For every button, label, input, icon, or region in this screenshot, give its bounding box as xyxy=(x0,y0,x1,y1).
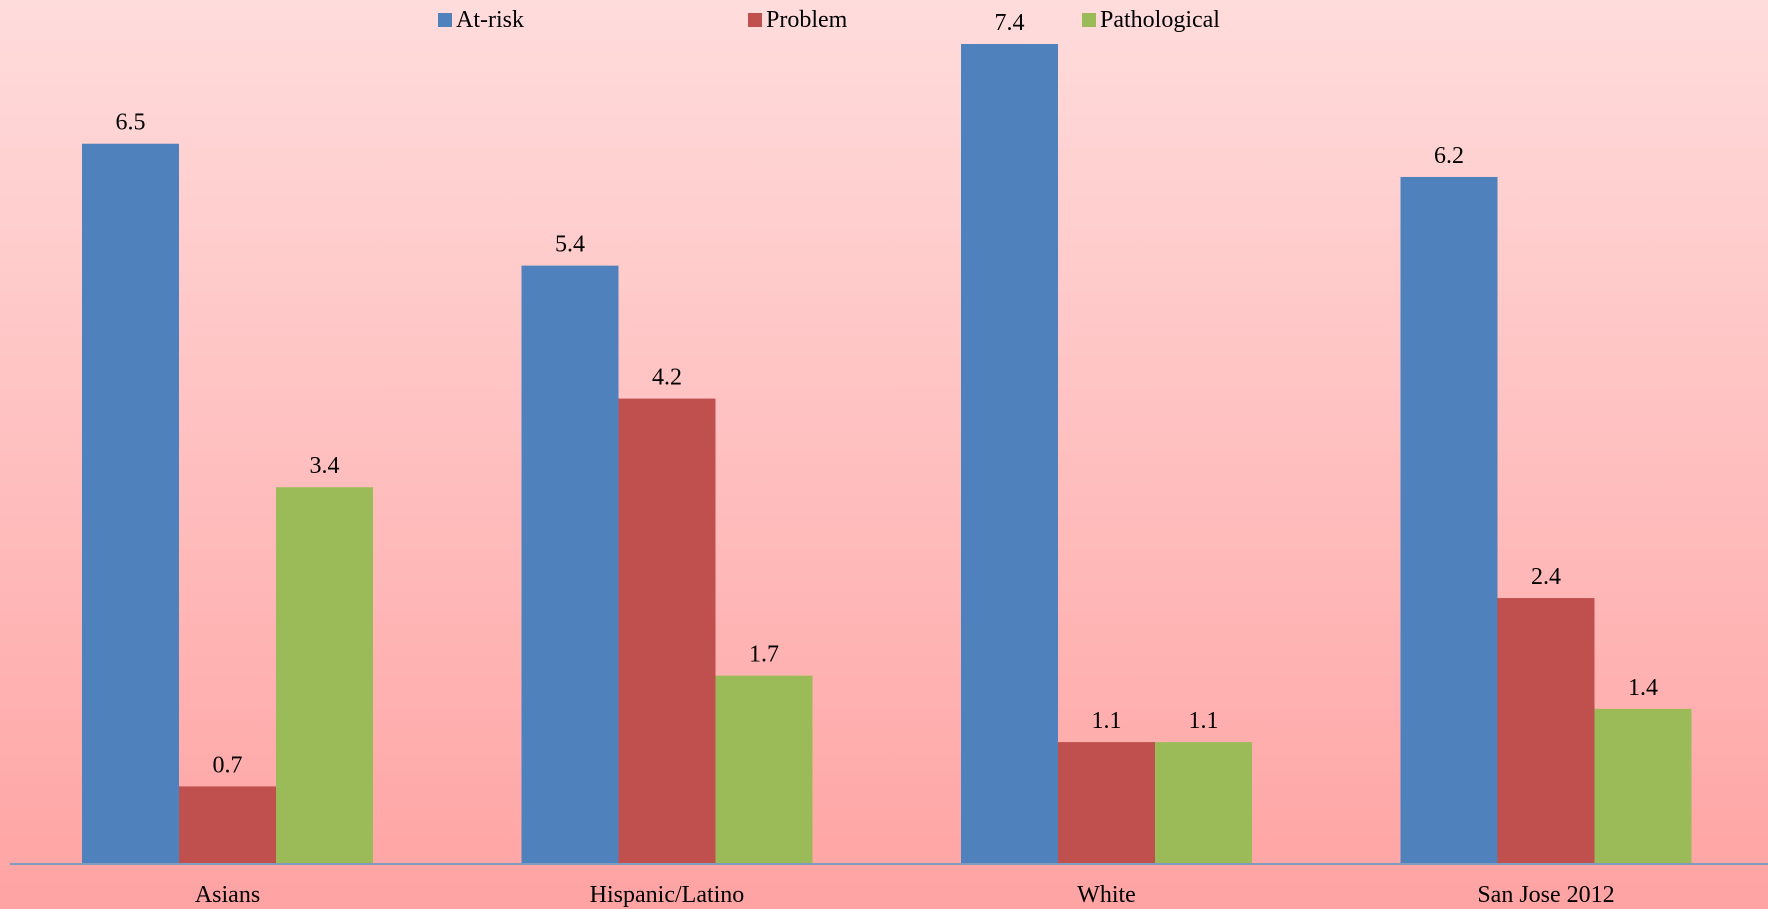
data-label-hispanic-latino-problem: 4.2 xyxy=(652,365,682,391)
legend-swatch-at-risk xyxy=(438,13,452,27)
bar-asians-pathological xyxy=(276,487,373,864)
bar-san-jose-2012-problem xyxy=(1497,598,1595,864)
bar-white-problem xyxy=(1058,742,1155,864)
legend: At-risk Problem Pathological xyxy=(0,4,1768,36)
bar-white-pathological xyxy=(1155,742,1252,864)
data-label-white-at-risk: 7.4 xyxy=(995,10,1025,36)
data-label-asians-problem: 0.7 xyxy=(213,752,243,778)
legend-item-pathological: Pathological xyxy=(1082,4,1220,36)
legend-swatch-pathological xyxy=(1082,13,1096,27)
legend-item-at-risk: At-risk xyxy=(438,4,524,36)
x-tick-label-asians: Asians xyxy=(195,882,260,908)
bar-asians-at-risk xyxy=(82,143,179,864)
legend-swatch-problem xyxy=(748,13,762,27)
data-label-san-jose-2012-pathological: 1.4 xyxy=(1628,675,1658,701)
bar-san-jose-2012-pathological xyxy=(1594,708,1692,864)
legend-label-problem: Problem xyxy=(766,7,848,33)
legend-label-at-risk: At-risk xyxy=(456,7,524,33)
bar-hispanic-latino-at-risk xyxy=(521,265,619,865)
bar-white-at-risk xyxy=(961,44,1058,864)
data-label-white-problem: 1.1 xyxy=(1092,708,1122,734)
data-label-san-jose-2012-at-risk: 6.2 xyxy=(1434,143,1464,169)
legend-label-pathological: Pathological xyxy=(1100,7,1220,33)
x-tick-label-san-jose-2012: San Jose 2012 xyxy=(1477,882,1614,908)
x-tick-label-white: White xyxy=(1077,882,1136,908)
data-label-hispanic-latino-pathological: 1.7 xyxy=(749,642,779,668)
bar-hispanic-latino-problem xyxy=(618,398,716,864)
bar-asians-problem xyxy=(179,786,276,864)
bar-san-jose-2012-at-risk xyxy=(1400,176,1498,865)
data-label-san-jose-2012-problem: 2.4 xyxy=(1531,564,1561,590)
legend-item-problem: Problem xyxy=(748,4,847,36)
data-label-white-pathological: 1.1 xyxy=(1189,708,1219,734)
data-label-hispanic-latino-at-risk: 5.4 xyxy=(555,232,585,258)
bar-hispanic-latino-pathological xyxy=(715,675,813,864)
x-tick-label-hispanic-latino: Hispanic/Latino xyxy=(590,882,745,908)
data-label-asians-at-risk: 6.5 xyxy=(116,110,146,136)
data-label-asians-pathological: 3.4 xyxy=(310,453,340,479)
